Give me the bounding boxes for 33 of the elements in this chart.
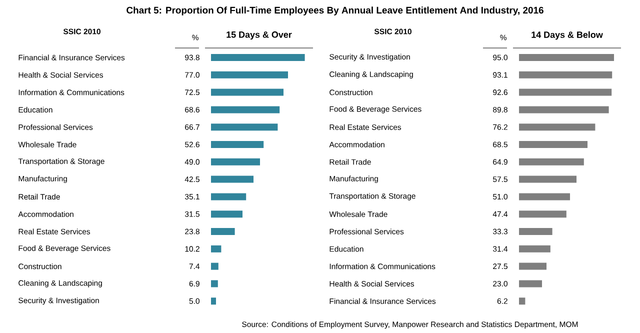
bar — [519, 54, 614, 61]
bar — [519, 88, 612, 96]
bar — [519, 228, 552, 236]
bar — [519, 176, 577, 183]
bar — [211, 228, 235, 236]
bar — [211, 71, 288, 78]
chart-subtitle: 14 Days & Below — [532, 31, 603, 40]
bar — [519, 71, 612, 78]
bar — [211, 176, 254, 183]
bar — [519, 210, 566, 218]
bar — [211, 88, 284, 96]
bar — [211, 262, 218, 270]
bar — [211, 124, 278, 131]
text: Chart 5: Proportion Of Full-Time Employees By Annual Leave Entitlement And Industry, 2016 — [126, 6, 544, 16]
bar — [211, 193, 246, 200]
bar — [211, 158, 260, 166]
bar — [519, 262, 547, 270]
bar — [519, 298, 526, 305]
bar — [519, 141, 588, 148]
bar — [519, 106, 609, 114]
bar — [211, 210, 243, 218]
bar — [211, 245, 222, 252]
bar — [519, 158, 584, 166]
bar — [519, 280, 542, 288]
bar — [519, 193, 570, 200]
bar — [211, 54, 305, 61]
bar — [211, 298, 216, 305]
bar — [211, 106, 280, 114]
bar — [211, 280, 218, 288]
bar — [519, 124, 596, 131]
bar — [211, 141, 264, 148]
chart-subtitle: 15 Days & Over — [226, 31, 292, 40]
bar — [519, 245, 550, 252]
